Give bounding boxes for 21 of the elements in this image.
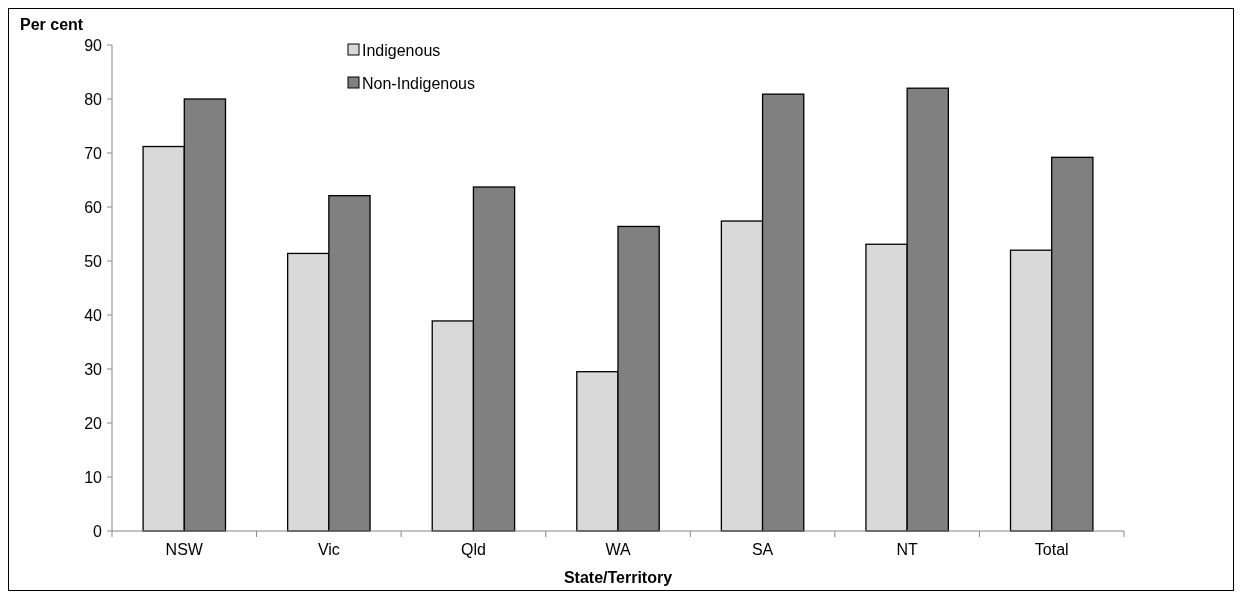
y-tick-label: 90 xyxy=(84,36,103,54)
y-tick-label: 80 xyxy=(84,90,103,108)
x-axis-title: State/Territory xyxy=(563,569,673,586)
x-tick-label: Total xyxy=(1034,541,1069,558)
x-tick-label: NT xyxy=(896,541,919,558)
y-tick-label: 50 xyxy=(84,252,103,270)
legend-label: Indigenous xyxy=(362,41,441,59)
y-tick-label: 40 xyxy=(84,306,103,324)
y-tick-label: 30 xyxy=(84,360,103,378)
y-tick-label: 20 xyxy=(84,414,103,432)
y-axis-title: Per cent xyxy=(20,16,84,33)
y-tick-label: 70 xyxy=(84,144,103,162)
y-tick-label: 0 xyxy=(93,522,103,540)
x-tick-label: NSW xyxy=(165,541,204,558)
x-tick-label: WA xyxy=(605,541,631,558)
x-tick-label: Qld xyxy=(460,541,486,558)
y-tick-label: 10 xyxy=(84,468,103,486)
x-tick-label: SA xyxy=(751,541,774,558)
y-tick-label: 60 xyxy=(84,198,103,216)
legend-label: Non-Indigenous xyxy=(362,74,475,92)
x-tick-label: Vic xyxy=(317,541,340,558)
